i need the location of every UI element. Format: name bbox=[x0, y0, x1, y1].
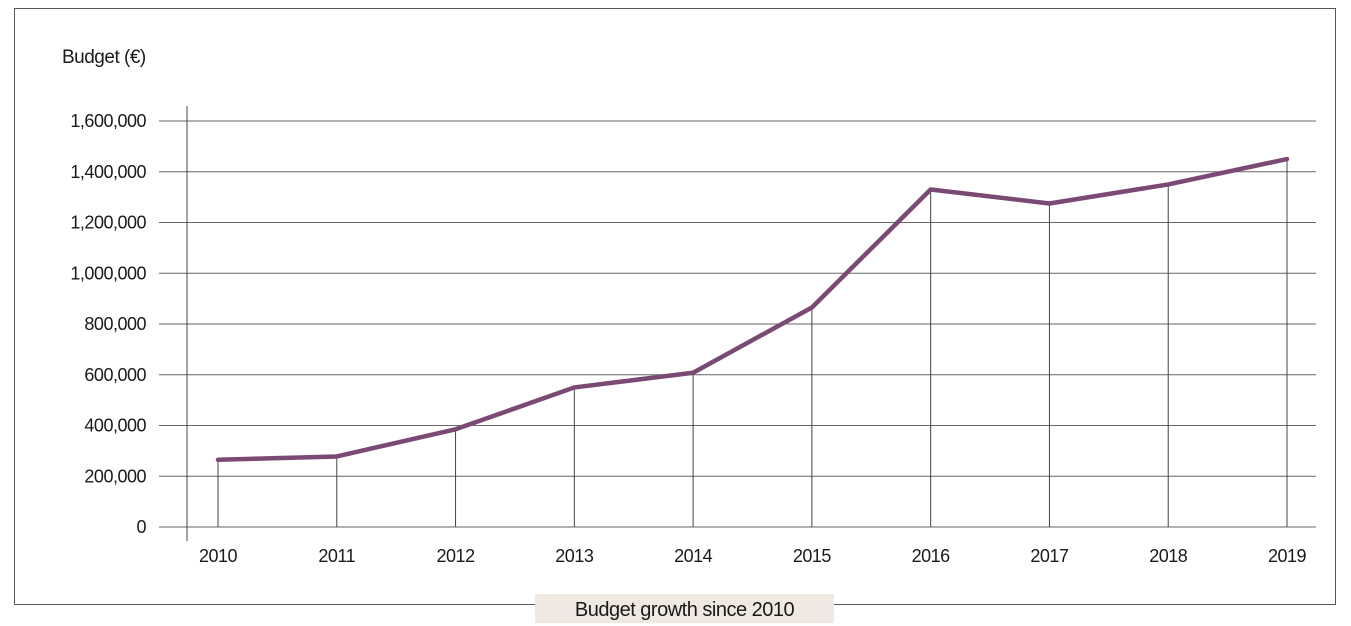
data-point bbox=[929, 188, 933, 192]
data-point bbox=[572, 385, 576, 389]
data-point bbox=[216, 458, 220, 462]
y-tick-label: 1,600,000 bbox=[70, 111, 146, 131]
y-tick-label: 600,000 bbox=[84, 365, 146, 385]
y-tick-label: 0 bbox=[136, 517, 146, 537]
x-tick-label: 2010 bbox=[199, 546, 238, 566]
data-point bbox=[335, 454, 339, 458]
x-tick-label: 2012 bbox=[437, 546, 476, 566]
data-point bbox=[1047, 201, 1051, 205]
series-line bbox=[215, 156, 1290, 463]
x-tick-label: 2011 bbox=[318, 546, 355, 566]
x-tick-label: 2016 bbox=[912, 546, 951, 566]
x-tick-label: 2018 bbox=[1149, 546, 1188, 566]
y-tick-label: 1,400,000 bbox=[70, 162, 146, 182]
x-tick-labels: 2010 2011 2012 2013 2014 2015 2016 2017 2018 2019 bbox=[199, 546, 1307, 566]
data-point bbox=[454, 427, 458, 431]
x-tick-label: 2015 bbox=[793, 546, 832, 566]
y-tick-label: 1,200,000 bbox=[70, 213, 146, 233]
y-tick-label: 200,000 bbox=[84, 466, 146, 486]
series-layer bbox=[215, 156, 1290, 463]
drop-lines bbox=[217, 159, 1288, 527]
data-point bbox=[1285, 157, 1289, 161]
x-tick-label: 2013 bbox=[555, 546, 594, 566]
data-point bbox=[691, 371, 695, 375]
data-point bbox=[810, 306, 814, 310]
chart-caption: Budget growth since 2010 bbox=[535, 594, 834, 623]
y-tick-label: 400,000 bbox=[84, 416, 146, 436]
y-tick-labels: 0 200,000 400,000 600,000 800,000 1,000,000 1,… bbox=[70, 111, 147, 537]
data-point bbox=[1166, 182, 1170, 186]
x-tick-label: 2017 bbox=[1030, 546, 1069, 566]
grid-lines bbox=[159, 120, 1316, 528]
x-tick-label: 2019 bbox=[1268, 546, 1307, 566]
x-tick-label: 2014 bbox=[674, 546, 713, 566]
y-tick-label: 800,000 bbox=[84, 314, 146, 334]
y-axis-label: Budget (€) bbox=[62, 47, 146, 68]
y-tick-label: 1,000,000 bbox=[70, 263, 146, 283]
